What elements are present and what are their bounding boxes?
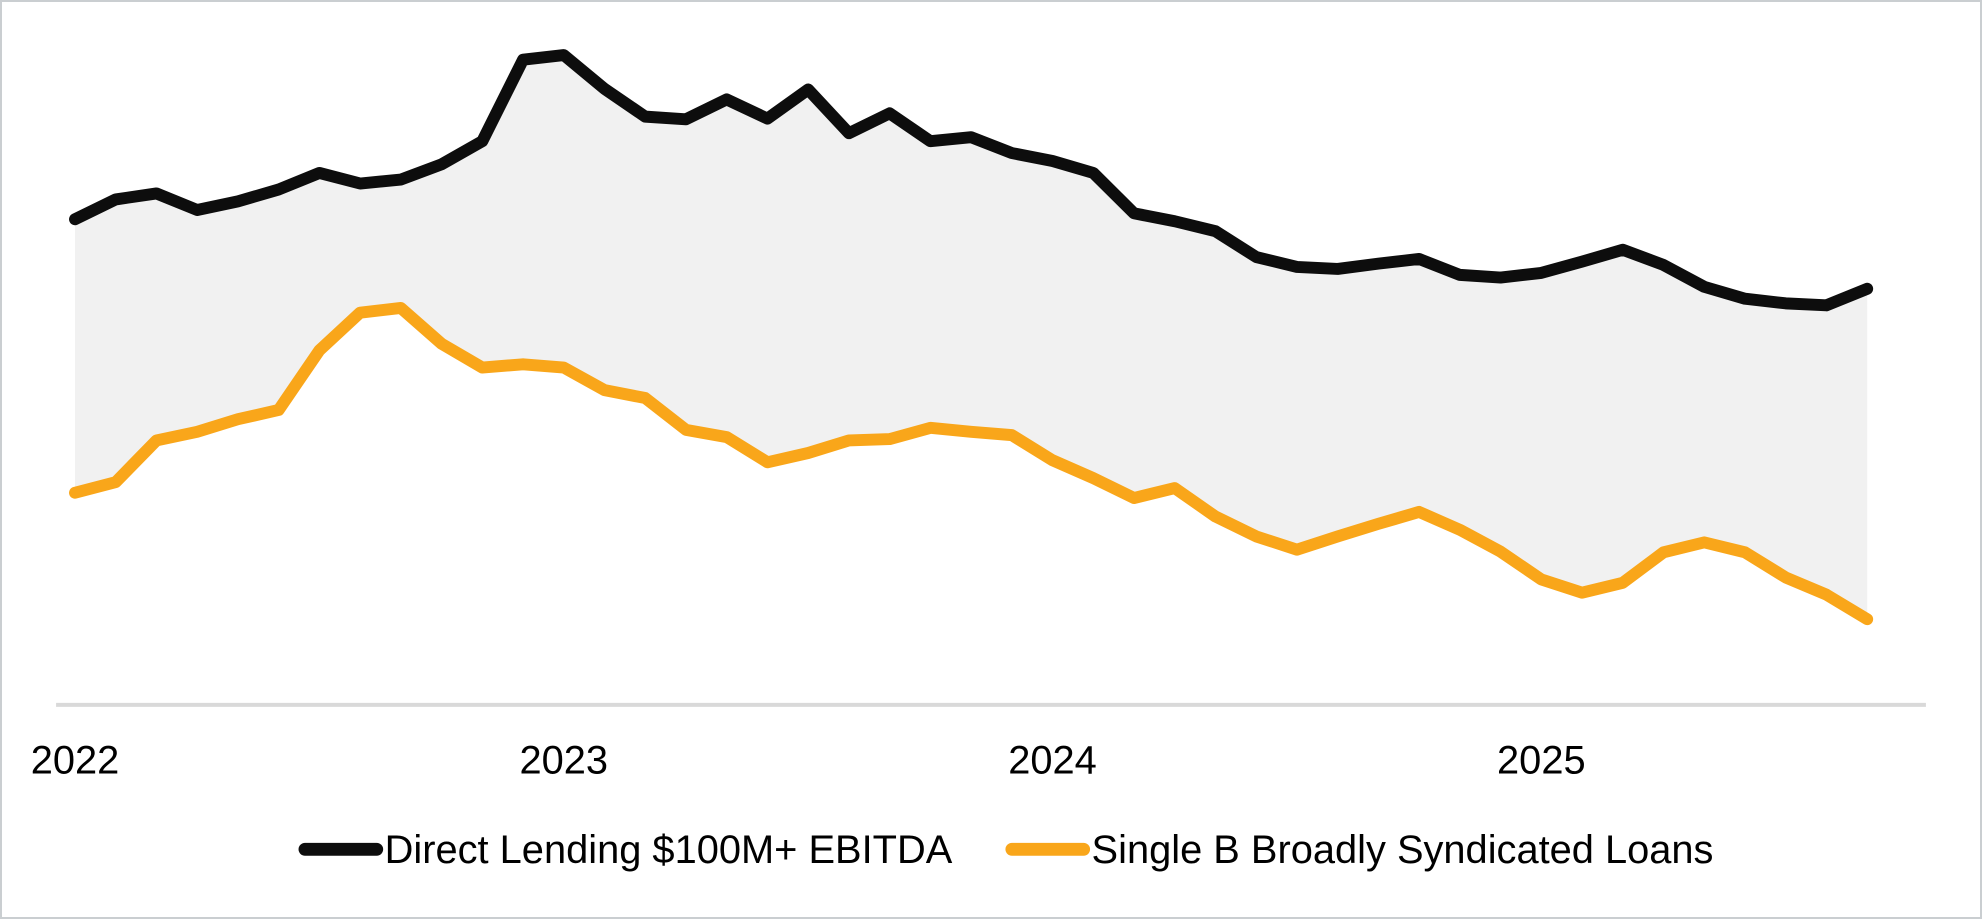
legend-item-direct-lending: Direct Lending $100M+ EBITDA: [298, 828, 953, 872]
legend-label-direct-lending: Direct Lending $100M+ EBITDA: [385, 828, 953, 872]
x-axis-tick-labels: 2022 2023 2024 2025: [31, 739, 1586, 783]
fill-between-polygon: [75, 55, 1868, 620]
series-lines: [69, 49, 1874, 626]
fill-between-area: [75, 55, 1868, 620]
series-line-single-b-bsl: [69, 302, 1874, 626]
series-line-direct-lending: [69, 49, 1874, 312]
x-tick-label-2024: 2024: [1008, 739, 1097, 783]
legend: Direct Lending $100M+ EBITDA Single B Br…: [298, 828, 1714, 872]
x-tick-label-2025: 2025: [1497, 739, 1586, 783]
x-tick-label-2022: 2022: [31, 739, 120, 783]
legend-label-single-b-bsl: Single B Broadly Syndicated Loans: [1092, 828, 1714, 872]
legend-item-single-b-bsl: Single B Broadly Syndicated Loans: [1005, 828, 1714, 872]
x-tick-label-2023: 2023: [519, 739, 608, 783]
